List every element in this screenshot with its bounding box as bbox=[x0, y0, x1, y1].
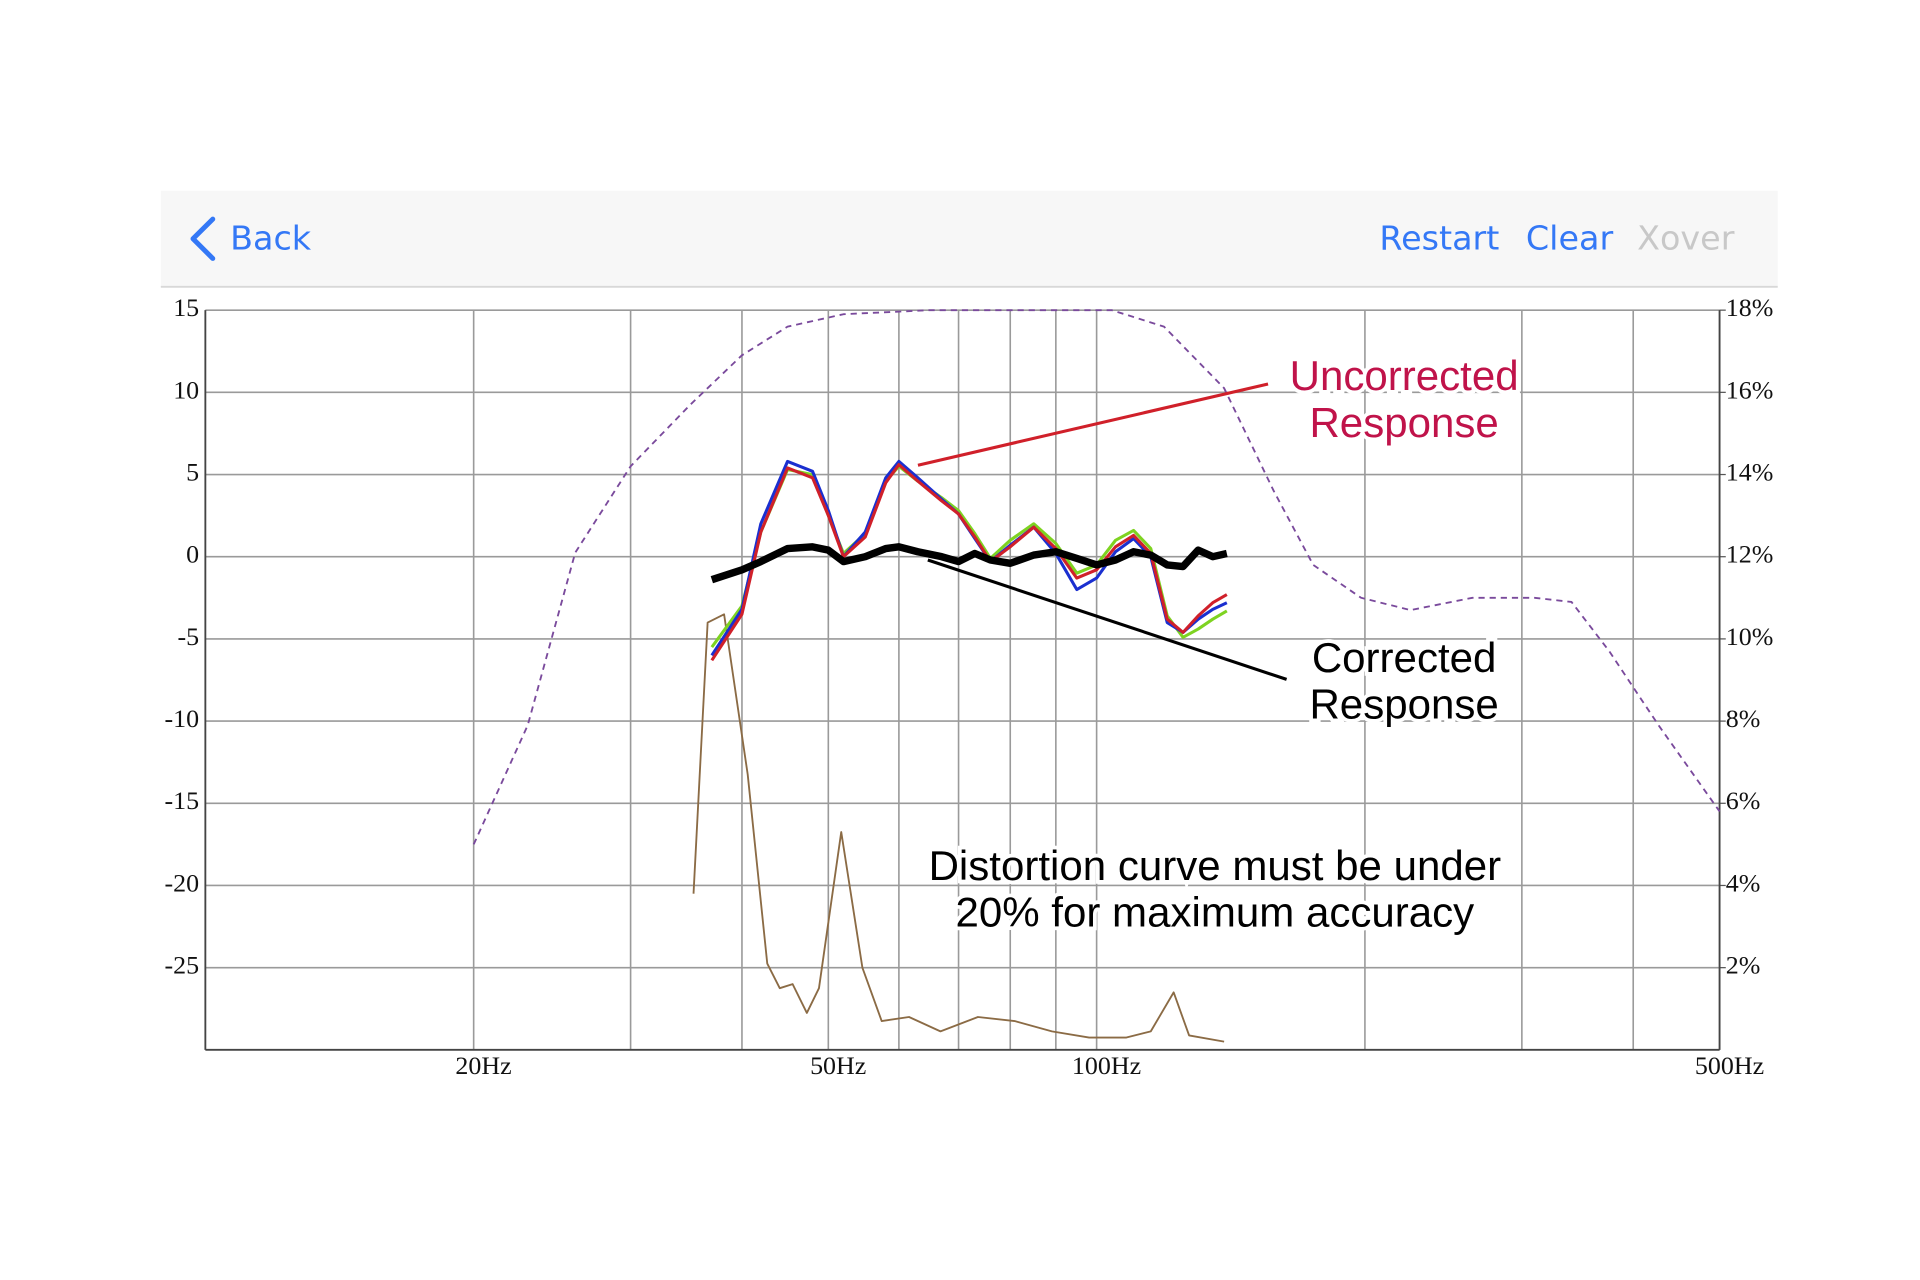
series-line bbox=[710, 463, 1228, 662]
x-tick-label: 20Hz bbox=[455, 1051, 511, 1080]
y2-tick-label: 16% bbox=[1726, 375, 1774, 404]
annotation-text: Response bbox=[1309, 681, 1498, 728]
y-tick-label: -5 bbox=[178, 622, 200, 651]
annotation-text: Uncorrected bbox=[1290, 352, 1519, 399]
y-tick-label: -10 bbox=[165, 704, 200, 733]
back-chevron bbox=[190, 216, 216, 261]
y2-tick-label: 10% bbox=[1726, 622, 1774, 651]
x-tick-label: 50Hz bbox=[810, 1051, 866, 1080]
y2-tick-label: 14% bbox=[1726, 458, 1774, 487]
y2-tick-label: 8% bbox=[1726, 704, 1761, 733]
annotation-pointer bbox=[917, 382, 1269, 467]
y-tick-label: 10 bbox=[173, 375, 199, 404]
y2-tick-label: 18% bbox=[1726, 293, 1774, 322]
x-tick-label: 100Hz bbox=[1072, 1051, 1141, 1080]
series-line bbox=[472, 309, 1721, 845]
y2-tick-label: 4% bbox=[1726, 868, 1761, 897]
y2-tick-label: 6% bbox=[1726, 786, 1761, 815]
y2-tick-label: 12% bbox=[1726, 540, 1774, 569]
series-line bbox=[692, 613, 1225, 1043]
y-tick-label: 0 bbox=[186, 540, 199, 569]
y-tick-label: 15 bbox=[173, 293, 199, 322]
clear-button[interactable]: Clear bbox=[1526, 219, 1614, 258]
annotation-text: Response bbox=[1309, 399, 1498, 446]
y-tick-label: -15 bbox=[165, 786, 200, 815]
restart-button[interactable]: Restart bbox=[1379, 219, 1499, 258]
y-tick-label: -20 bbox=[165, 868, 200, 897]
annotation-text: 20% for maximum accuracy bbox=[955, 889, 1474, 936]
annotation-text: Distortion curve must be under bbox=[929, 842, 1502, 889]
annotation-pointer bbox=[927, 558, 1288, 681]
annotation-text: Corrected bbox=[1312, 634, 1497, 681]
xover-button[interactable]: Xover bbox=[1637, 219, 1735, 258]
nav-bar bbox=[160, 190, 1778, 287]
y2-tick-label: 2% bbox=[1726, 951, 1761, 980]
back-button[interactable]: Back bbox=[190, 216, 312, 261]
x-tick-label: 500Hz bbox=[1695, 1051, 1764, 1080]
back-label[interactable]: Back bbox=[230, 219, 312, 258]
y-tick-label: -25 bbox=[165, 951, 200, 980]
y-tick-label: 5 bbox=[186, 458, 199, 487]
series-line bbox=[710, 543, 1228, 584]
